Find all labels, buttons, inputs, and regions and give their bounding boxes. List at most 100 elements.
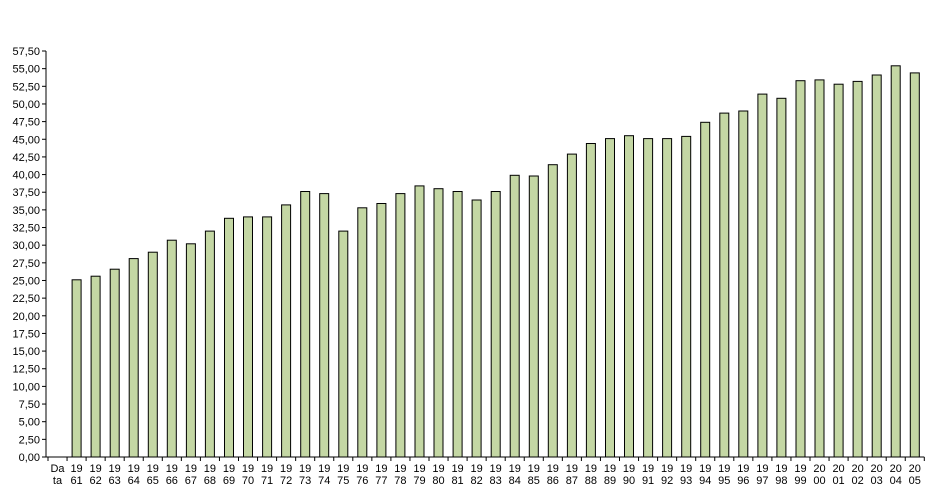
- x-tick-label-part: 89: [604, 475, 616, 487]
- y-tick-label: 5,00: [19, 417, 40, 429]
- x-tick-label-part: 67: [185, 475, 197, 487]
- x-tick-label-part: 19: [166, 463, 178, 475]
- x-tick-label-part: 19: [432, 463, 444, 475]
- x-tick-label-part: 04: [890, 475, 902, 487]
- x-tick-label-part: 71: [261, 475, 273, 487]
- x-tick-label-part: 19: [280, 463, 292, 475]
- x-tick-label-part: 19: [375, 463, 387, 475]
- x-tick-label-part: 78: [394, 475, 406, 487]
- x-tick-label-part: 74: [318, 475, 330, 487]
- y-tick-label: 15,00: [12, 346, 40, 358]
- bar-1994: [700, 121, 711, 458]
- bar-1966: [166, 239, 177, 458]
- bar-2000: [814, 79, 825, 458]
- x-tick-label-part: 02: [852, 475, 864, 487]
- y-tick-label: 17,50: [12, 328, 40, 340]
- y-tick-label: 22,50: [12, 293, 40, 305]
- x-tick-label-part: 70: [242, 475, 254, 487]
- x-tick-label-part: 03: [871, 475, 883, 487]
- x-tick-label-part: 19: [680, 463, 692, 475]
- bar-1996: [738, 110, 749, 458]
- x-tick-label-part: 72: [280, 475, 292, 487]
- x-tick-label-part: 77: [375, 475, 387, 487]
- x-tick-label-part: 19: [223, 463, 235, 475]
- x-tick-label-part: 19: [585, 463, 597, 475]
- bar-1976: [357, 207, 368, 458]
- bar-1985: [528, 175, 539, 458]
- x-tick-label-part: 20: [852, 463, 864, 475]
- x-tick-label-part: 85: [528, 475, 540, 487]
- x-tick-label-part: 19: [490, 463, 502, 475]
- x-tick-label-part: 01: [832, 475, 844, 487]
- x-tick-label-part: 98: [775, 475, 787, 487]
- bar-1993: [681, 135, 692, 458]
- y-tick-label: 47,50: [12, 117, 40, 129]
- bar-1961: [71, 279, 82, 458]
- y-tick-label: 45,00: [12, 134, 40, 146]
- x-tick-label-part: 63: [109, 475, 121, 487]
- bar-1986: [547, 164, 558, 458]
- x-tick-label-part: 20: [832, 463, 844, 475]
- bar-1971: [262, 216, 273, 458]
- x-tick-label-part: 96: [737, 475, 749, 487]
- bar-2001: [833, 83, 844, 458]
- bar-1987: [566, 153, 577, 458]
- x-tick-label-part: 19: [471, 463, 483, 475]
- x-tick-label-part: 81: [451, 475, 463, 487]
- y-tick-label: 40,00: [12, 170, 40, 182]
- bar-1995: [719, 112, 730, 458]
- x-tick-label-part: 20: [871, 463, 883, 475]
- y-tick-label: 12,50: [12, 364, 40, 376]
- x-tick-label-part: 66: [166, 475, 178, 487]
- bar-1998: [776, 97, 787, 458]
- x-tick-label-part: 19: [547, 463, 559, 475]
- x-tick-label-part: 19: [604, 463, 616, 475]
- x-tick-label-part: 19: [661, 463, 673, 475]
- y-tick-label: 0,00: [19, 452, 40, 464]
- x-tick-label-part: 19: [509, 463, 521, 475]
- x-tick-label-part: 19: [394, 463, 406, 475]
- x-tick-label-part: 69: [223, 475, 235, 487]
- y-tick-label: 30,00: [12, 240, 40, 252]
- x-tick-label-part: 19: [356, 463, 368, 475]
- x-tick-label-part: 05: [909, 475, 921, 487]
- y-tick-label: 57,50: [12, 46, 40, 58]
- x-tick-label-part: 99: [794, 475, 806, 487]
- bar-1984: [509, 174, 520, 458]
- x-tick-label-part: 87: [566, 475, 578, 487]
- bar-1980: [433, 188, 444, 458]
- x-tick-label-part: 80: [432, 475, 444, 487]
- y-tick-label: 37,50: [12, 187, 40, 199]
- y-tick-label: 7,50: [19, 399, 40, 411]
- x-tick-label-part: 84: [509, 475, 521, 487]
- y-tick-label: 20,00: [12, 311, 40, 323]
- bar-1977: [376, 203, 387, 458]
- x-tick-label-part: 19: [337, 463, 349, 475]
- bar-1974: [319, 193, 330, 458]
- y-tick-label: 35,00: [12, 205, 40, 217]
- bar-1963: [109, 268, 120, 458]
- bar-1999: [795, 80, 806, 458]
- x-tick-label-part: 00: [813, 475, 825, 487]
- bar-1989: [605, 138, 615, 458]
- x-tick-label-part: 19: [566, 463, 578, 475]
- bar-1983: [490, 191, 501, 458]
- x-tick-label-part: 83: [490, 475, 502, 487]
- x-tick-label-part: 19: [90, 463, 102, 475]
- bar-1991: [643, 138, 654, 458]
- bar-1978: [395, 193, 406, 458]
- x-tick-label-part: 95: [718, 475, 730, 487]
- x-tick-label-part: 62: [90, 475, 102, 487]
- bar-2004: [890, 65, 901, 458]
- bar-1970: [243, 216, 253, 458]
- x-tick-label-part: 82: [471, 475, 483, 487]
- x-tick-label-part: 20: [890, 463, 902, 475]
- x-tick-label-part: 88: [585, 475, 597, 487]
- x-tick-label-part: 64: [128, 475, 140, 487]
- x-tick-label-part: 19: [699, 463, 711, 475]
- x-tick-label-part: 73: [299, 475, 311, 487]
- x-tick-label-part: 19: [642, 463, 654, 475]
- x-tick-label-part: 19: [204, 463, 216, 475]
- bar-2002: [852, 80, 863, 458]
